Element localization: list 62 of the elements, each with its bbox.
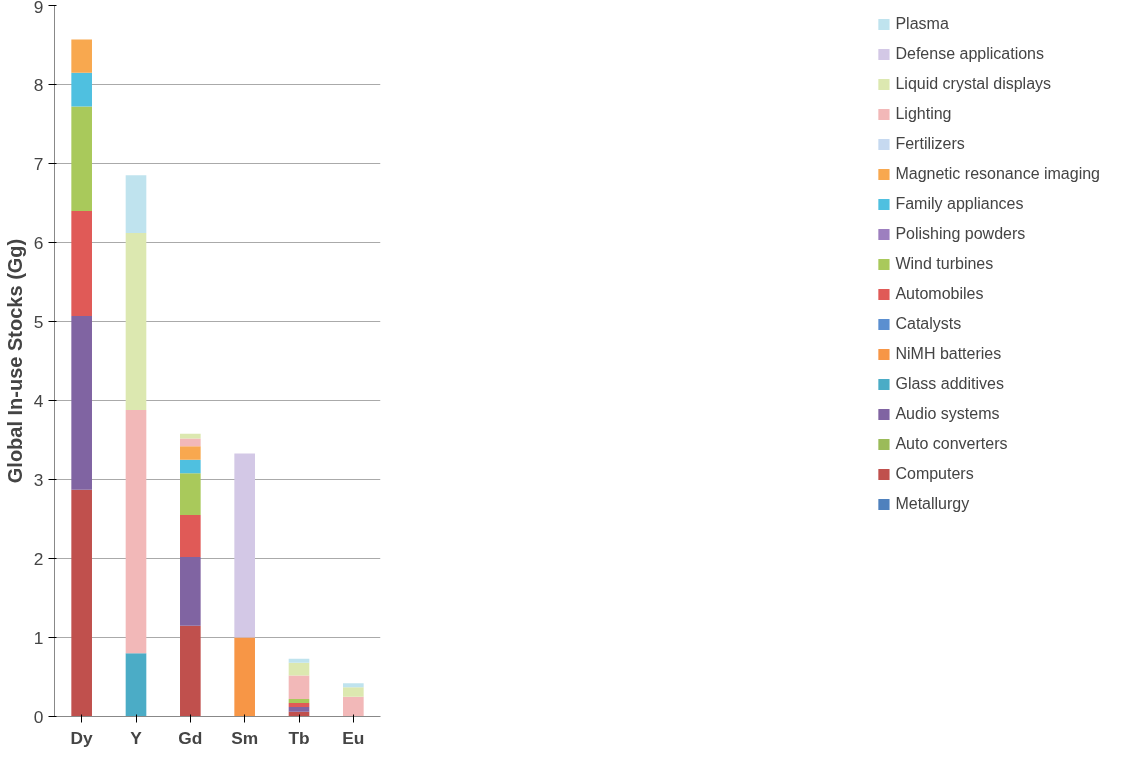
bar	[288, 699, 310, 704]
bar	[71, 72, 92, 107]
y-tick-label: 3	[33, 469, 44, 490]
y-tick-label: 1	[33, 627, 44, 648]
bar	[125, 175, 147, 234]
bar	[343, 687, 364, 697]
bar	[288, 707, 310, 712]
legend-label: NiMH batteries	[895, 345, 1002, 363]
bar	[180, 438, 201, 447]
y-tick-label: 5	[33, 311, 44, 332]
legend-label: Auto converters	[895, 435, 1008, 453]
legend-label: Fertilizers	[895, 135, 965, 153]
bar	[288, 675, 310, 700]
x-tick-label: Dy	[70, 727, 94, 748]
legend-label: Wind turbines	[895, 255, 994, 273]
bar	[343, 683, 364, 688]
legend-label: Metallurgy	[895, 495, 970, 513]
bar	[180, 556, 201, 626]
bar	[125, 409, 147, 654]
legend-label: Glass additives	[895, 375, 1004, 393]
y-tick-label: 4	[33, 390, 44, 411]
bar	[288, 662, 310, 676]
bar	[71, 39, 92, 73]
x-tick-label: Gd	[178, 727, 203, 748]
bar	[234, 637, 255, 717]
bar	[180, 625, 201, 717]
bar	[180, 515, 201, 557]
bar	[343, 696, 364, 717]
bar	[180, 459, 201, 474]
y-tick-label: 8	[33, 74, 44, 95]
x-tick-label: Y	[130, 727, 143, 748]
legend-label: Audio systems	[895, 405, 1000, 423]
bar	[234, 453, 255, 638]
legend-label: Family appliances	[895, 195, 1024, 213]
x-tick-label: Tb	[288, 727, 310, 748]
bar	[288, 658, 310, 663]
legend-label: Lighting	[895, 105, 952, 123]
legend-label: Magnetic resonance imaging	[895, 165, 1100, 183]
legend-label: Defense applications	[895, 45, 1044, 63]
y-axis-title: Global In-use Stocks (Gg)	[3, 238, 26, 484]
bar	[180, 473, 201, 516]
legend-label: Polishing powders	[895, 225, 1026, 243]
x-tick-label: Sm	[231, 727, 259, 748]
legend-label: Plasma	[895, 15, 949, 33]
legend-label: Computers	[895, 465, 974, 483]
bar	[180, 446, 201, 460]
y-tick-label: 0	[33, 706, 44, 727]
y-tick-label: 7	[33, 153, 44, 174]
bar	[125, 653, 147, 717]
bar	[288, 703, 310, 708]
bar	[71, 315, 92, 490]
legend-label: Catalysts	[895, 315, 962, 333]
bar	[71, 106, 92, 211]
bar	[125, 233, 147, 410]
y-tick-label: 2	[33, 548, 44, 569]
bar	[71, 489, 92, 717]
y-tick-label: 6	[33, 232, 44, 253]
y-tick-label: 9	[33, 0, 44, 17]
legend-label: Automobiles	[895, 285, 984, 303]
bar	[71, 210, 92, 316]
x-tick-label: Eu	[342, 727, 365, 748]
legend-label: Liquid crystal displays	[895, 75, 1052, 93]
